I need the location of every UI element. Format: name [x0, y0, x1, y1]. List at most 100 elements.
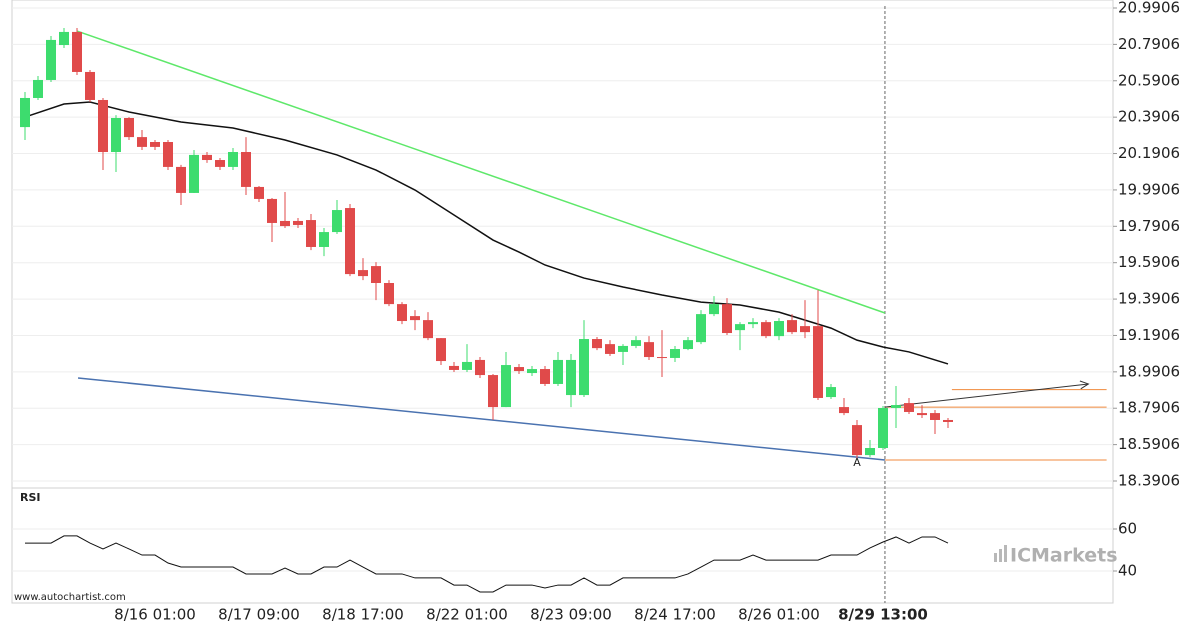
watermark: ICMarkets — [1010, 545, 1118, 567]
candle-body — [670, 349, 680, 358]
candle-body — [540, 369, 550, 384]
candle-body — [943, 419, 953, 422]
candle-body — [228, 152, 238, 167]
y-tick-label: 18.5906 — [1118, 435, 1180, 453]
candle-body — [527, 369, 537, 374]
rsi-line — [25, 535, 949, 593]
candle-body — [553, 359, 563, 384]
candle-body — [891, 405, 901, 408]
line — [77, 377, 886, 461]
candle-body — [371, 266, 381, 283]
y-tick-label: 20.1906 — [1118, 144, 1180, 162]
candle-body — [917, 413, 927, 416]
candle-body — [605, 344, 615, 354]
candle-body — [254, 186, 264, 199]
candle-body — [384, 282, 394, 305]
y-tick-label: 18.7906 — [1118, 399, 1180, 417]
candle-body — [735, 324, 745, 331]
candle-body — [410, 316, 420, 321]
candle-body — [800, 326, 810, 333]
source: www.autochartist.com — [14, 592, 126, 603]
y-tick-label: 20.3906 — [1118, 108, 1180, 126]
candle-body — [631, 340, 641, 346]
candle-body — [696, 314, 706, 343]
y-tick-label: 40 — [1118, 562, 1137, 580]
y-tick-label: 18.3906 — [1118, 472, 1180, 490]
candle-body — [566, 359, 576, 396]
line — [24, 101, 949, 365]
candle-body — [124, 117, 134, 138]
x-tick-label: 8/26 01:00 — [738, 606, 820, 624]
candle-body — [280, 220, 290, 227]
y-tick-label: 19.9906 — [1118, 180, 1180, 198]
logo-bar — [999, 549, 1002, 562]
y-tick-label: 19.7906 — [1118, 217, 1180, 235]
annotation: A — [853, 456, 861, 469]
candle-body — [46, 39, 56, 80]
candle-body — [72, 31, 82, 72]
candle-body — [787, 320, 797, 333]
y-tick-label: 19.5906 — [1118, 253, 1180, 271]
x-tick-label: 8/17 09:00 — [218, 606, 300, 624]
candle-body — [59, 31, 69, 46]
candle-body — [618, 345, 628, 352]
candle-body — [150, 142, 160, 147]
candle-body — [202, 154, 212, 161]
candle-body — [293, 220, 303, 225]
candle-body — [449, 365, 459, 370]
plot-frame — [11, 0, 1114, 604]
candle-body — [85, 71, 95, 100]
candle-body — [462, 361, 472, 370]
candle-body — [488, 375, 498, 408]
candle-body — [748, 322, 758, 325]
candle-body — [163, 142, 173, 167]
x-tick-label: 8/16 01:00 — [114, 606, 196, 624]
watermark-logo: ICMarkets — [994, 545, 1118, 567]
candle-body — [683, 340, 693, 350]
line — [884, 383, 1089, 408]
line — [76, 30, 886, 314]
candle-body — [930, 413, 940, 420]
candle-body — [267, 198, 277, 223]
candle-body — [709, 304, 719, 315]
candle-body — [865, 447, 875, 456]
candle-body — [501, 365, 511, 408]
candle-body — [475, 359, 485, 376]
x-tick-label: 8/22 01:00 — [426, 606, 508, 624]
candle-body — [306, 220, 316, 247]
candle-body — [813, 326, 823, 398]
logo-bar — [994, 553, 997, 562]
candle-body — [397, 304, 407, 322]
x-tick-label: 8/18 17:00 — [322, 606, 404, 624]
candle-body — [904, 403, 914, 412]
candle-body — [722, 304, 732, 334]
logo-bar — [1004, 545, 1007, 562]
y-tick-label: 19.1906 — [1118, 326, 1180, 344]
candle-body — [20, 97, 30, 128]
candle-body — [189, 154, 199, 193]
candle-body — [111, 117, 121, 153]
candle-body — [592, 339, 602, 349]
candle-body — [137, 137, 147, 147]
candle-body — [657, 357, 667, 359]
y-tick-label: 20.5906 — [1118, 71, 1180, 89]
candle-body — [358, 270, 368, 277]
candle-body — [514, 367, 524, 372]
y-tick-label: 60 — [1118, 520, 1137, 538]
candle-body — [579, 339, 589, 396]
candle-body — [839, 407, 849, 414]
candle-body — [644, 342, 654, 358]
candle-body — [774, 321, 784, 337]
y-tick-label: 19.3906 — [1118, 290, 1180, 308]
x-tick-label: 8/23 09:00 — [530, 606, 612, 624]
candle-body — [176, 166, 186, 193]
candle-body — [345, 208, 355, 275]
y-tick-label: 20.7906 — [1118, 35, 1180, 53]
candle-body — [98, 99, 108, 153]
x-tick-label: 8/24 17:00 — [634, 606, 716, 624]
x-tick-label: 8/29 13:00 — [838, 606, 928, 624]
candle-body — [319, 232, 329, 247]
candle-body — [423, 320, 433, 339]
